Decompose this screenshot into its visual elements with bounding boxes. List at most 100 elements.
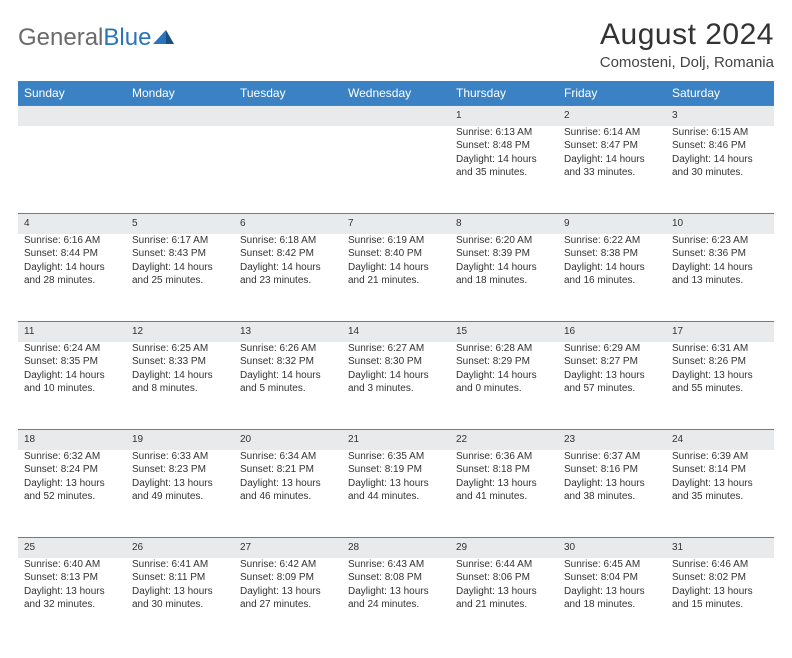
day1-text: Daylight: 14 hours — [564, 261, 660, 275]
day2-text: and 21 minutes. — [456, 598, 552, 612]
day-number-cell: 1 — [450, 106, 558, 126]
day1-text: Daylight: 14 hours — [240, 261, 336, 275]
day2-text: and 24 minutes. — [348, 598, 444, 612]
day1-text: Daylight: 13 hours — [672, 585, 768, 599]
weekday-header: Friday — [558, 81, 666, 106]
day-number-cell: 15 — [450, 322, 558, 342]
sunrise-text: Sunrise: 6:18 AM — [240, 234, 336, 248]
day-cell: Sunrise: 6:25 AMSunset: 8:33 PMDaylight:… — [126, 342, 234, 430]
day1-text: Daylight: 14 hours — [672, 261, 768, 275]
weekday-header: Monday — [126, 81, 234, 106]
sunset-text: Sunset: 8:18 PM — [456, 463, 552, 477]
day-content-row: Sunrise: 6:13 AMSunset: 8:48 PMDaylight:… — [18, 126, 774, 214]
day-number-cell: 19 — [126, 430, 234, 450]
day-number-row: 25262728293031 — [18, 538, 774, 558]
day1-text: Daylight: 13 hours — [348, 585, 444, 599]
day-content-row: Sunrise: 6:32 AMSunset: 8:24 PMDaylight:… — [18, 450, 774, 538]
day2-text: and 18 minutes. — [456, 274, 552, 288]
day-number-cell: 22 — [450, 430, 558, 450]
sunrise-text: Sunrise: 6:39 AM — [672, 450, 768, 464]
day-cell: Sunrise: 6:36 AMSunset: 8:18 PMDaylight:… — [450, 450, 558, 538]
day1-text: Daylight: 14 hours — [348, 369, 444, 383]
sunset-text: Sunset: 8:06 PM — [456, 571, 552, 585]
day-number-cell — [234, 106, 342, 126]
day-cell: Sunrise: 6:13 AMSunset: 8:48 PMDaylight:… — [450, 126, 558, 214]
day1-text: Daylight: 13 hours — [456, 477, 552, 491]
day1-text: Daylight: 14 hours — [132, 369, 228, 383]
day-number-cell — [18, 106, 126, 126]
day-cell — [126, 126, 234, 214]
weekday-header: Tuesday — [234, 81, 342, 106]
day-cell: Sunrise: 6:33 AMSunset: 8:23 PMDaylight:… — [126, 450, 234, 538]
sunset-text: Sunset: 8:23 PM — [132, 463, 228, 477]
sunrise-text: Sunrise: 6:45 AM — [564, 558, 660, 572]
sunset-text: Sunset: 8:46 PM — [672, 139, 768, 153]
sunset-text: Sunset: 8:04 PM — [564, 571, 660, 585]
sunrise-text: Sunrise: 6:43 AM — [348, 558, 444, 572]
day-cell: Sunrise: 6:34 AMSunset: 8:21 PMDaylight:… — [234, 450, 342, 538]
day1-text: Daylight: 14 hours — [348, 261, 444, 275]
sunrise-text: Sunrise: 6:22 AM — [564, 234, 660, 248]
day1-text: Daylight: 13 hours — [24, 585, 120, 599]
brand-part2: Blue — [103, 24, 151, 52]
brand-logo: GeneralBlue — [18, 24, 175, 52]
sunset-text: Sunset: 8:09 PM — [240, 571, 336, 585]
day-content-row: Sunrise: 6:16 AMSunset: 8:44 PMDaylight:… — [18, 234, 774, 322]
day1-text: Daylight: 13 hours — [672, 477, 768, 491]
day1-text: Daylight: 13 hours — [456, 585, 552, 599]
day-number-cell — [342, 106, 450, 126]
day-cell: Sunrise: 6:35 AMSunset: 8:19 PMDaylight:… — [342, 450, 450, 538]
sunrise-text: Sunrise: 6:33 AM — [132, 450, 228, 464]
day-number-cell: 28 — [342, 538, 450, 558]
sunset-text: Sunset: 8:30 PM — [348, 355, 444, 369]
day-cell — [342, 126, 450, 214]
day2-text: and 52 minutes. — [24, 490, 120, 504]
day-number-cell: 18 — [18, 430, 126, 450]
day-number-cell: 8 — [450, 214, 558, 234]
logo-triangle-icon — [153, 24, 175, 52]
sunrise-text: Sunrise: 6:42 AM — [240, 558, 336, 572]
day-number-cell — [126, 106, 234, 126]
day-content-row: Sunrise: 6:24 AMSunset: 8:35 PMDaylight:… — [18, 342, 774, 430]
day-cell: Sunrise: 6:16 AMSunset: 8:44 PMDaylight:… — [18, 234, 126, 322]
day-number-cell: 2 — [558, 106, 666, 126]
calendar-table: Sunday Monday Tuesday Wednesday Thursday… — [18, 81, 774, 646]
sunset-text: Sunset: 8:24 PM — [24, 463, 120, 477]
day1-text: Daylight: 13 hours — [672, 369, 768, 383]
day1-text: Daylight: 14 hours — [24, 261, 120, 275]
day2-text: and 10 minutes. — [24, 382, 120, 396]
day-cell: Sunrise: 6:27 AMSunset: 8:30 PMDaylight:… — [342, 342, 450, 430]
sunrise-text: Sunrise: 6:14 AM — [564, 126, 660, 140]
day1-text: Daylight: 13 hours — [240, 585, 336, 599]
sunset-text: Sunset: 8:43 PM — [132, 247, 228, 261]
sunrise-text: Sunrise: 6:24 AM — [24, 342, 120, 356]
sunrise-text: Sunrise: 6:35 AM — [348, 450, 444, 464]
day2-text: and 55 minutes. — [672, 382, 768, 396]
sunrise-text: Sunrise: 6:25 AM — [132, 342, 228, 356]
sunset-text: Sunset: 8:36 PM — [672, 247, 768, 261]
day2-text: and 44 minutes. — [348, 490, 444, 504]
day2-text: and 15 minutes. — [672, 598, 768, 612]
day-number-cell: 4 — [18, 214, 126, 234]
day2-text: and 16 minutes. — [564, 274, 660, 288]
day-number-cell: 20 — [234, 430, 342, 450]
sunrise-text: Sunrise: 6:17 AM — [132, 234, 228, 248]
day1-text: Daylight: 13 hours — [240, 477, 336, 491]
day1-text: Daylight: 13 hours — [348, 477, 444, 491]
sunrise-text: Sunrise: 6:44 AM — [456, 558, 552, 572]
day2-text: and 5 minutes. — [240, 382, 336, 396]
month-title: August 2024 — [600, 18, 774, 52]
day2-text: and 35 minutes. — [672, 490, 768, 504]
day2-text: and 33 minutes. — [564, 166, 660, 180]
day2-text: and 41 minutes. — [456, 490, 552, 504]
sunset-text: Sunset: 8:13 PM — [24, 571, 120, 585]
day-cell: Sunrise: 6:22 AMSunset: 8:38 PMDaylight:… — [558, 234, 666, 322]
sunset-text: Sunset: 8:08 PM — [348, 571, 444, 585]
day1-text: Daylight: 13 hours — [132, 477, 228, 491]
day-number-cell: 26 — [126, 538, 234, 558]
day-number-cell: 6 — [234, 214, 342, 234]
sunset-text: Sunset: 8:27 PM — [564, 355, 660, 369]
weekday-header: Wednesday — [342, 81, 450, 106]
day-cell: Sunrise: 6:19 AMSunset: 8:40 PMDaylight:… — [342, 234, 450, 322]
sunrise-text: Sunrise: 6:34 AM — [240, 450, 336, 464]
